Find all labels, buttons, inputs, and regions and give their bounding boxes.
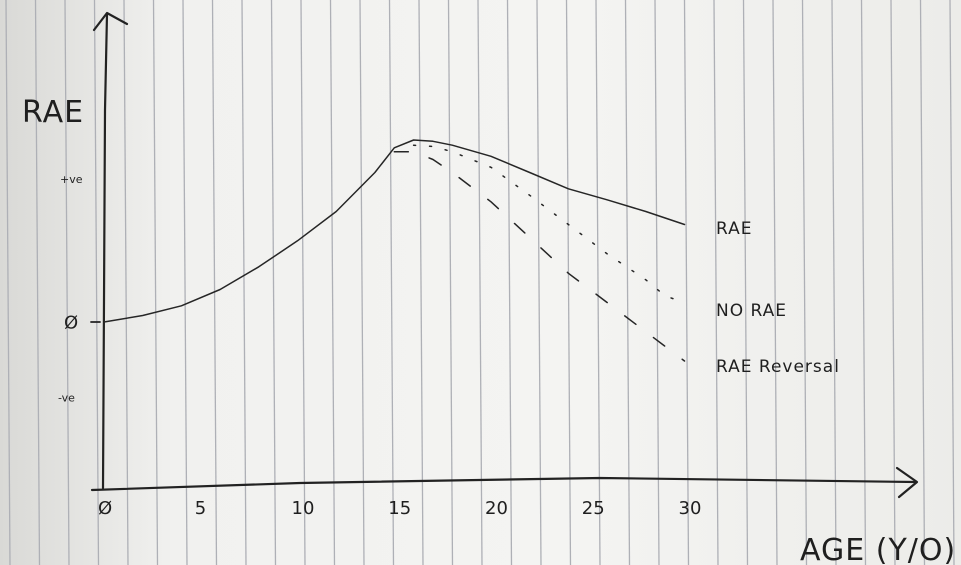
ruled-line (93, 0, 100, 565)
ruled-line (654, 0, 660, 565)
ruled-line (182, 0, 188, 565)
legend: RAE NO RAE RAE Reversal (716, 219, 840, 377)
ruled-line (860, 0, 867, 565)
ruled-line (329, 0, 336, 565)
ruled-line (919, 0, 926, 565)
ruled-line (64, 0, 70, 565)
y-tick-labels: +ve Ø -ve (58, 173, 83, 404)
ruled-line (34, 0, 41, 565)
ruled-line (211, 0, 218, 565)
ruled-line (418, 0, 424, 565)
ruled-paper-lines (5, 0, 955, 565)
x-axis-title: AGE (Y/O) (800, 533, 956, 565)
legend-label: RAE (716, 219, 753, 239)
x-axis-arrowhead (895, 466, 919, 499)
ruled-line (742, 0, 749, 565)
ruled-line (300, 0, 306, 565)
ruled-line (801, 0, 808, 565)
y-tick-label: +ve (60, 173, 83, 186)
x-tick-label: 25 (582, 498, 605, 519)
ruled-line (831, 0, 837, 565)
y-tick-label: -ve (58, 391, 75, 404)
axes (90, 11, 919, 499)
ruled-line (595, 0, 601, 565)
ruled-line (713, 0, 719, 565)
series-line-no-rae (412, 144, 686, 304)
ruled-line (772, 0, 778, 565)
ruled-line (123, 0, 129, 565)
ruled-line (683, 0, 690, 565)
legend-label: NO RAE (716, 301, 787, 321)
x-tick-label: 30 (679, 498, 702, 519)
y-axis-title: RAE (22, 95, 84, 130)
ruled-line (152, 0, 159, 565)
y-tick-label: Ø (64, 313, 78, 334)
y-axis-arrowhead (92, 11, 129, 32)
ruled-line (565, 0, 572, 565)
ruled-line (624, 0, 631, 565)
x-tick-label: Ø (98, 498, 112, 519)
ruled-line (241, 0, 247, 565)
series-lines (103, 139, 686, 362)
ruled-line (270, 0, 277, 565)
series-line-rae (103, 139, 686, 323)
ruled-line (388, 0, 395, 565)
ruled-line (5, 0, 11, 565)
ruled-line (447, 0, 454, 565)
x-tick-label: 5 (195, 498, 206, 519)
x-tick-labels: Ø 5 10 15 20 25 30 (98, 498, 701, 519)
ruled-line (477, 0, 483, 565)
x-tick-label: 20 (485, 498, 508, 519)
ruled-line (359, 0, 365, 565)
x-axis-line (90, 476, 917, 492)
ruled-line (506, 0, 513, 565)
ruled-line (949, 0, 955, 565)
series-line-rae-reversal (393, 150, 686, 362)
y-axis-line (101, 12, 109, 490)
ruled-line (890, 0, 896, 565)
x-tick-label: 15 (388, 498, 411, 519)
x-tick-label: 10 (292, 498, 315, 519)
ruled-line (536, 0, 542, 565)
legend-label: RAE Reversal (716, 357, 840, 377)
